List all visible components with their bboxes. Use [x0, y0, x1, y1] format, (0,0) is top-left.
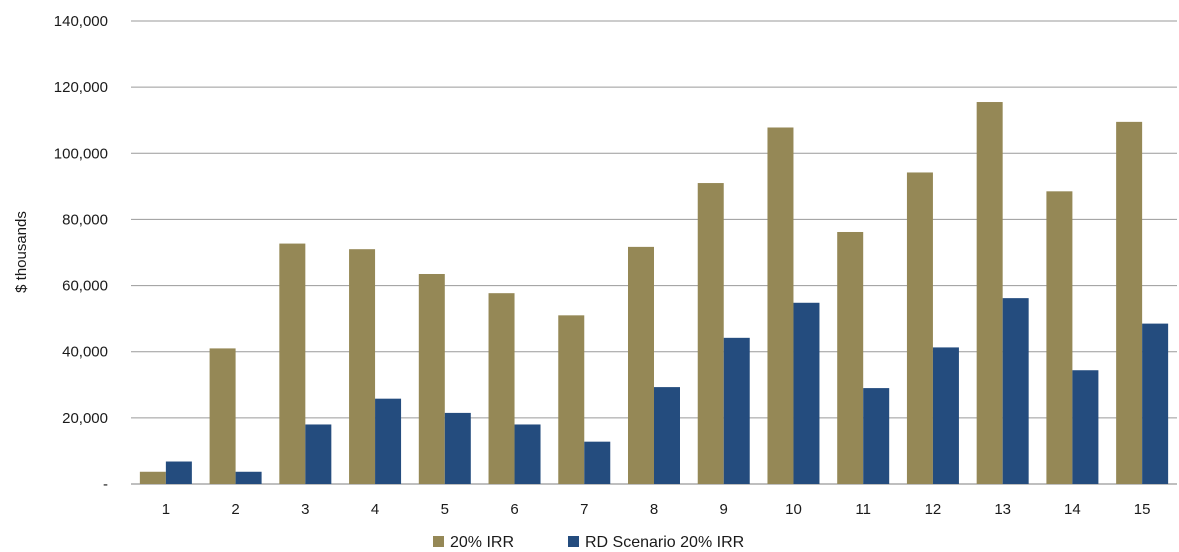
bar-20pct-irr [628, 246, 654, 484]
y-axis-ticks: - 20,000 40,000 60,000 80,000 100,000 120,000 1… [54, 13, 108, 493]
x-tick-label: 4 [371, 501, 379, 518]
x-tick-label: 13 [994, 501, 1011, 518]
bar-rd-scenario-20pct-irr [444, 412, 471, 484]
y-tick-label: 140,000 [54, 13, 108, 30]
bar-rd-scenario-20pct-irr [793, 302, 820, 484]
y-tick-label: 20,000 [62, 410, 108, 427]
bar-rd-scenario-20pct-irr [863, 388, 890, 484]
y-tick-label: 40,000 [62, 344, 108, 361]
bar-rd-scenario-20pct-irr [1142, 323, 1169, 484]
legend-swatch [568, 536, 579, 547]
x-tick-label: 11 [855, 501, 871, 518]
bar-rd-scenario-20pct-irr [932, 347, 959, 484]
x-tick-label: 6 [510, 501, 518, 518]
bar-rd-scenario-20pct-irr [723, 337, 750, 484]
y-axis-title: $ thousands [13, 211, 30, 293]
bar-20pct-irr [697, 183, 724, 485]
x-tick-label: 14 [1064, 501, 1081, 518]
bar-rd-scenario-20pct-irr [375, 398, 402, 484]
bar-20pct-irr [976, 102, 1003, 485]
bar-rd-scenario-20pct-irr [305, 424, 332, 484]
bar-20pct-irr [558, 315, 585, 484]
legend: 20% IRR RD Scenario 20% IRR [433, 534, 744, 551]
y-tick-label: 120,000 [54, 79, 108, 96]
bar-rd-scenario-20pct-irr [1072, 370, 1099, 484]
bar-20pct-irr [279, 243, 306, 484]
bar-20pct-irr [906, 172, 933, 484]
bar-rd-scenario-20pct-irr [654, 387, 680, 484]
x-tick-label: 1 [162, 501, 170, 518]
bar-20pct-irr [139, 471, 166, 484]
x-tick-label: 3 [301, 501, 309, 518]
bar-20pct-irr [488, 293, 515, 484]
x-tick-label: 2 [231, 501, 239, 518]
x-tick-label: 10 [785, 501, 802, 518]
bar-rd-scenario-20pct-irr [584, 441, 611, 484]
bar-20pct-irr [767, 127, 794, 485]
x-tick-label: 9 [720, 501, 728, 518]
bar-20pct-irr [1116, 121, 1143, 484]
bar-20pct-irr [209, 348, 236, 484]
legend-swatch [433, 536, 444, 547]
x-tick-label: 5 [441, 501, 449, 518]
bar-20pct-irr [349, 249, 376, 484]
y-tick-label: 80,000 [62, 211, 108, 228]
bars [139, 102, 1169, 485]
bar-rd-scenario-20pct-irr [165, 461, 192, 484]
bar-rd-scenario-20pct-irr [514, 424, 541, 484]
y-tick-label: 60,000 [62, 278, 108, 295]
x-tick-label: 12 [925, 501, 942, 518]
bar-rd-scenario-20pct-irr [1002, 298, 1029, 484]
bar-20pct-irr [418, 273, 445, 484]
x-tick-label: 7 [580, 501, 588, 518]
x-tick-label: 15 [1134, 501, 1151, 518]
bar-20pct-irr [837, 231, 864, 484]
bar-rd-scenario-20pct-irr [235, 471, 262, 484]
legend-label: 20% IRR [450, 534, 514, 551]
y-tick-label: - [103, 476, 108, 493]
legend-label: RD Scenario 20% IRR [585, 534, 744, 551]
y-tick-label: 100,000 [54, 145, 108, 162]
x-tick-label: 8 [650, 501, 658, 518]
x-axis-ticks: 1 2 3 4 5 6 7 8 9 10 11 12 13 14 15 [162, 501, 1151, 518]
bar-20pct-irr [1046, 191, 1073, 484]
